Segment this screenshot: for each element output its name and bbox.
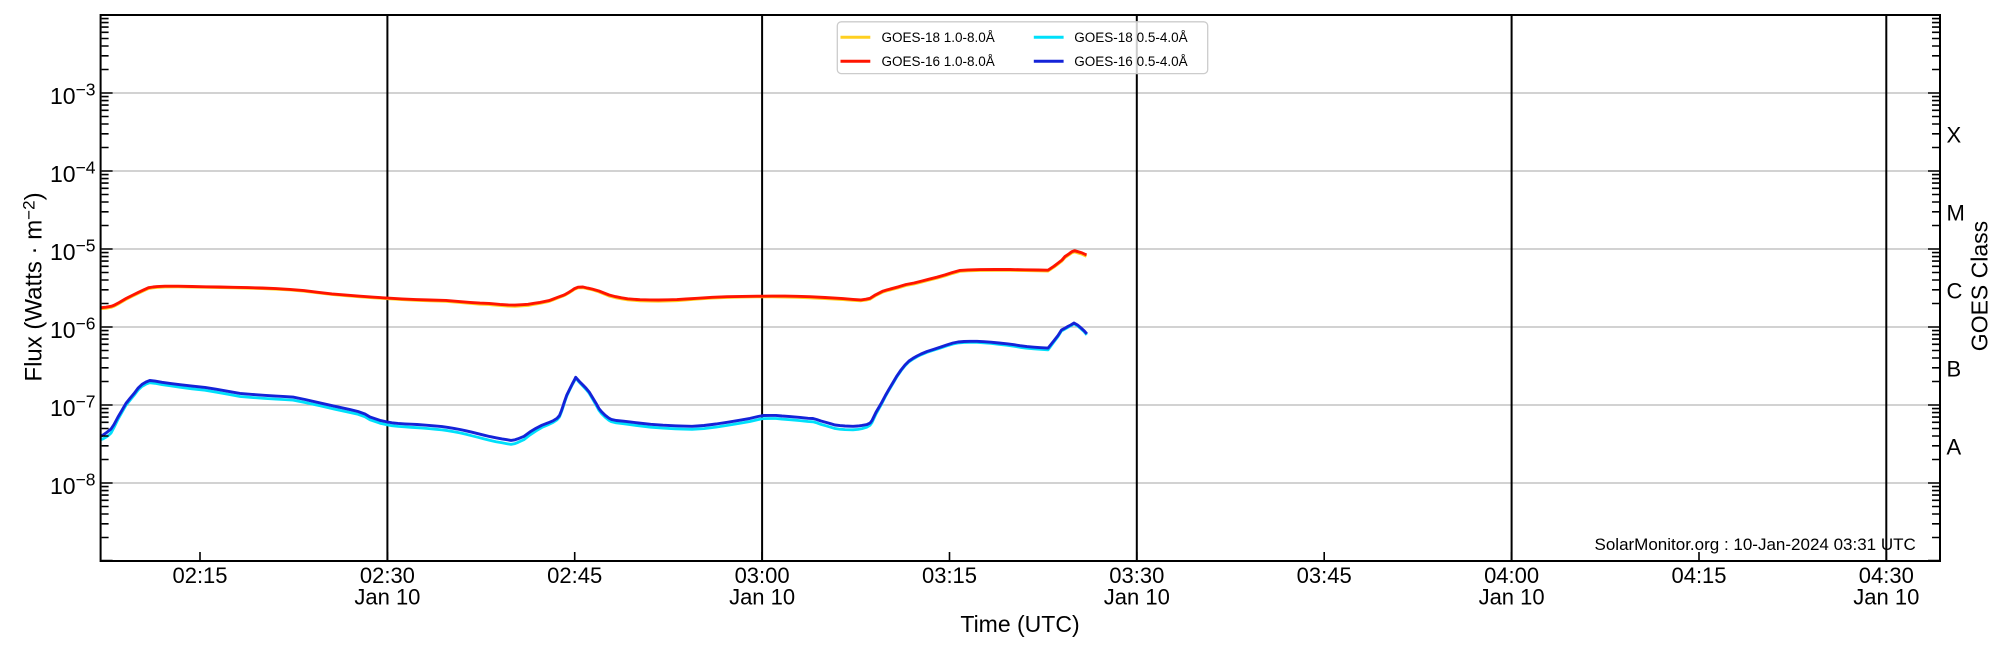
svg-text:SolarMonitor.org : 10-Jan-2024: SolarMonitor.org : 10-Jan-2024 03:31 UTC [1595, 535, 1916, 554]
svg-text:GOES Class: GOES Class [1967, 221, 1993, 351]
svg-text:Jan 10: Jan 10 [354, 585, 420, 610]
svg-text:02:45: 02:45 [547, 563, 602, 588]
svg-text:03:00: 03:00 [735, 563, 790, 588]
svg-text:04:00: 04:00 [1484, 563, 1539, 588]
svg-text:Flux (Watts · m−2): Flux (Watts · m−2) [20, 192, 48, 381]
svg-text:A: A [1947, 435, 1962, 460]
svg-text:04:15: 04:15 [1671, 563, 1726, 588]
svg-text:02:30: 02:30 [360, 563, 415, 588]
svg-text:Jan 10: Jan 10 [1479, 585, 1545, 610]
svg-text:03:30: 03:30 [1109, 563, 1164, 588]
svg-text:C: C [1947, 279, 1963, 304]
svg-text:03:15: 03:15 [922, 563, 977, 588]
svg-text:Time (UTC): Time (UTC) [960, 611, 1079, 637]
svg-text:M: M [1947, 201, 1965, 226]
svg-text:GOES-16 0.5-4.0Å: GOES-16 0.5-4.0Å [1074, 54, 1187, 69]
svg-text:Jan 10: Jan 10 [729, 585, 795, 610]
svg-text:B: B [1947, 357, 1962, 382]
svg-text:10−8: 10−8 [50, 469, 96, 499]
svg-text:04:30: 04:30 [1859, 563, 1914, 588]
svg-text:X: X [1947, 123, 1962, 148]
svg-text:Jan 10: Jan 10 [1104, 585, 1170, 610]
svg-text:Jan 10: Jan 10 [1853, 585, 1919, 610]
svg-text:GOES-16 1.0-8.0Å: GOES-16 1.0-8.0Å [882, 54, 995, 69]
svg-text:GOES-18 0.5-4.0Å: GOES-18 0.5-4.0Å [1074, 30, 1187, 45]
svg-text:GOES-18 1.0-8.0Å: GOES-18 1.0-8.0Å [882, 30, 995, 45]
svg-text:02:15: 02:15 [172, 563, 227, 588]
svg-text:03:45: 03:45 [1297, 563, 1352, 588]
